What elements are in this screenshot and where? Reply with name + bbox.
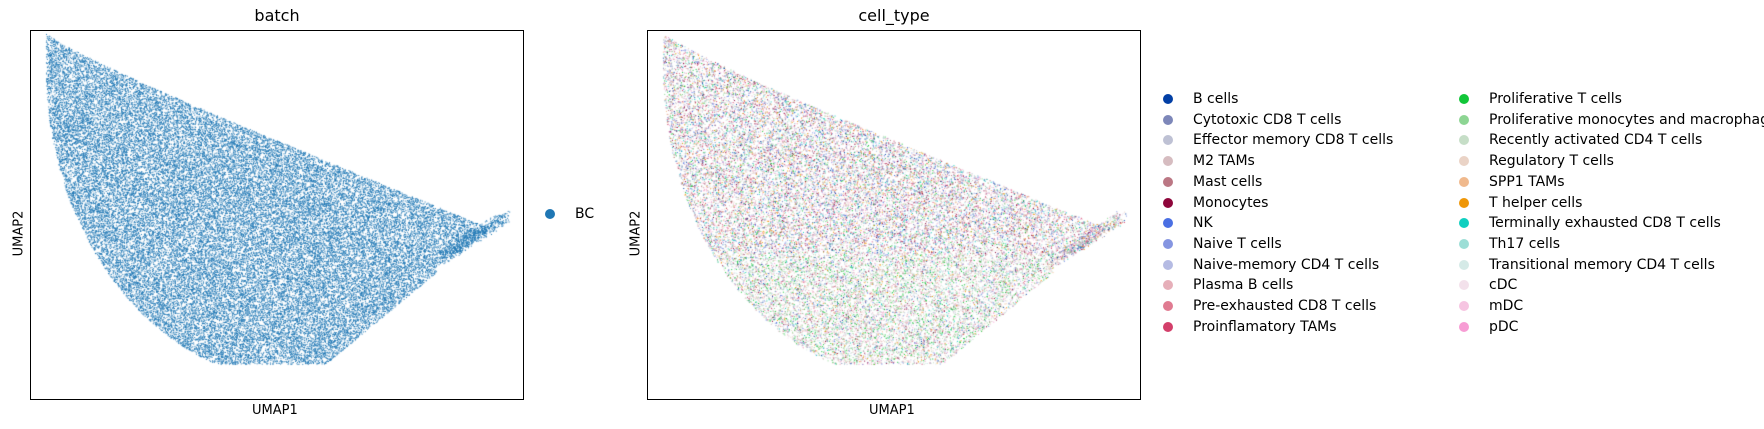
legend-label: M2 TAMs (1193, 153, 1255, 170)
legend-label: Naive T cells (1193, 235, 1282, 252)
legend-label: Naive-memory CD4 T cells (1193, 256, 1380, 273)
legend-marker (1163, 301, 1173, 311)
legend: BC (545, 204, 605, 228)
legend-marker (1459, 156, 1469, 167)
legend-marker (1163, 259, 1173, 270)
legend-label: Cytotoxic CD8 T cells (1193, 111, 1342, 128)
legend-label: Pre-exhausted CD8 T cells (1193, 298, 1377, 314)
legend-marker (1163, 94, 1173, 104)
legend-marker (1163, 280, 1173, 291)
chart-title: cell_type (858, 6, 930, 25)
legend-label: Proliferative T cells (1489, 91, 1622, 107)
legend-marker (1163, 321, 1173, 332)
legend-label: Transitional memory CD4 T cells (1489, 256, 1715, 273)
legend-marker (1163, 238, 1173, 249)
legend-label: Recently activated CD4 T cells (1489, 132, 1703, 149)
legend-marker (1163, 197, 1173, 208)
legend-marker (1163, 135, 1173, 146)
legend-label: B cells (1193, 91, 1239, 107)
legend-marker (1459, 176, 1469, 187)
plot-area (30, 30, 525, 401)
legend: B cells Cytotoxic CD8 T cells Effector mem… (1163, 89, 1764, 339)
legend-label: Plasma B cells (1193, 277, 1294, 294)
legend-label: Proliferative monocytes and macrophages (1489, 111, 1764, 128)
legend-label: Terminally exhausted CD8 T cells (1489, 215, 1721, 232)
legend-marker (1459, 238, 1469, 249)
legend-marker (1163, 114, 1173, 125)
legend-marker (1459, 94, 1469, 104)
legend-label: BC (575, 206, 595, 222)
legend-marker (1459, 197, 1469, 208)
legend-label: Monocytes (1193, 194, 1269, 211)
legend-label: pDC (1489, 318, 1519, 335)
legend-label: T helper cells (1489, 194, 1583, 211)
legend-label: Mast cells (1193, 173, 1263, 190)
legend-marker (1163, 176, 1173, 187)
legend-marker (545, 209, 555, 219)
legend-marker (1163, 218, 1173, 229)
legend-marker (1163, 156, 1173, 167)
legend-label: Regulatory T cells (1489, 153, 1614, 170)
plot-area (647, 30, 1142, 401)
legend-marker (1459, 135, 1469, 146)
x-axis-label: UMAP1 (252, 403, 298, 418)
legend-marker (1459, 259, 1469, 270)
legend-label: NK (1193, 215, 1213, 232)
legend-marker (1459, 301, 1469, 311)
chart-title: batch (254, 6, 300, 25)
legend-label: cDC (1489, 277, 1518, 294)
scatter-points (648, 31, 1142, 401)
legend-label: Effector memory CD8 T cells (1193, 132, 1394, 149)
x-axis-label: UMAP1 (869, 403, 915, 418)
legend-marker (1459, 280, 1469, 291)
legend-label: SPP1 TAMs (1489, 173, 1565, 190)
legend-marker (1459, 321, 1469, 332)
legend-marker (1459, 114, 1469, 125)
legend-label: Th17 cells (1489, 235, 1561, 252)
batch-panel: batch UMAP2 UMAP1 BC (0, 0, 600, 429)
y-axis-label: UMAP2 (628, 210, 644, 257)
legend-label: Proinflamatory TAMs (1193, 318, 1337, 335)
legend-marker (1459, 218, 1469, 229)
scatter-points (31, 31, 525, 401)
legend-label: mDC (1489, 298, 1524, 314)
